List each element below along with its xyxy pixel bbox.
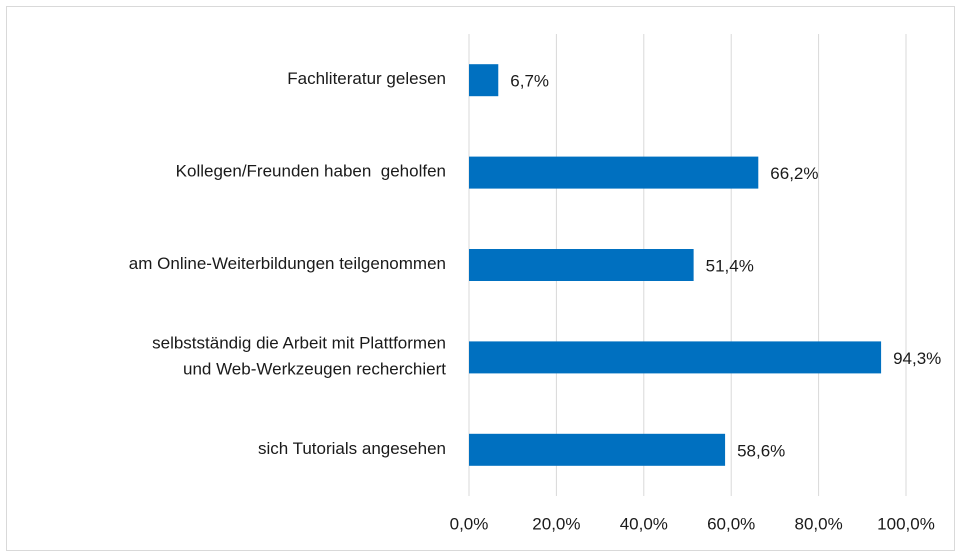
- category-label: sich Tutorials angesehen: [258, 439, 446, 458]
- category-label: Fachliteratur gelesen: [287, 70, 446, 89]
- bar: [469, 433, 726, 466]
- category-label: selbstständig die Arbeit mit Plattformen…: [152, 334, 446, 379]
- bar: [469, 341, 882, 374]
- bar: [469, 249, 694, 281]
- bar: [469, 156, 759, 189]
- value-label: 6,7%: [510, 72, 549, 91]
- value-label: 58,6%: [737, 441, 785, 460]
- x-tick-label: 60,0%: [707, 514, 755, 533]
- category-label: am Online-Weiterbildungen teilgenommen: [129, 254, 446, 273]
- value-label: 66,2%: [770, 164, 818, 183]
- x-tick-label: 40,0%: [620, 514, 668, 533]
- x-tick-label: 20,0%: [532, 514, 580, 533]
- x-tick-label: 80,0%: [794, 514, 842, 533]
- x-tick-label: 100,0%: [877, 514, 935, 533]
- x-tick-label: 0,0%: [450, 514, 489, 533]
- bar: [469, 64, 499, 97]
- category-label: Kollegen/Freunden haben geholfen: [176, 162, 446, 181]
- value-label: 94,3%: [893, 349, 941, 368]
- value-label: 51,4%: [706, 256, 754, 275]
